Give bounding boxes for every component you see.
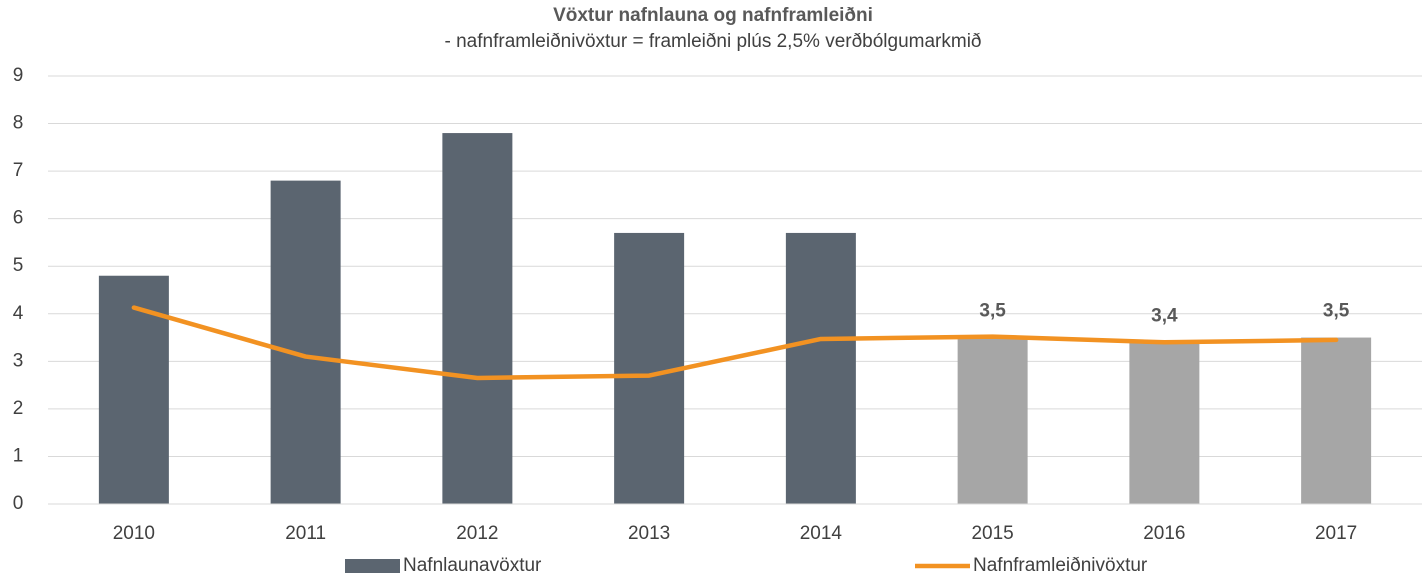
- y-tick-label: 9: [13, 65, 24, 86]
- x-tick-label: 2011: [285, 523, 326, 544]
- x-tick-label: 2016: [1143, 523, 1185, 544]
- y-tick-label: 3: [13, 350, 24, 371]
- x-tick-label: 2013: [628, 523, 670, 544]
- x-tick-label: 2017: [1315, 523, 1357, 544]
- y-tick-label: 7: [13, 160, 24, 181]
- bar: [270, 180, 341, 504]
- bar: [1129, 342, 1200, 504]
- y-tick-label: 0: [13, 493, 24, 514]
- bar: [442, 133, 513, 505]
- data-label: 3,5: [979, 301, 1006, 322]
- y-tick-label: 5: [13, 255, 24, 276]
- legend-label: Nafnframleiðnivöxtur: [973, 555, 1148, 576]
- bar: [785, 232, 856, 504]
- line: [131, 305, 1339, 381]
- data-label: 3,5: [1323, 301, 1350, 322]
- y-tick-label: 4: [13, 303, 24, 324]
- legend-swatch: [345, 559, 400, 573]
- x-tick-label: 2012: [456, 523, 498, 544]
- x-tick-label: 2014: [800, 523, 843, 544]
- x-tick-label: 2010: [113, 523, 155, 544]
- x-tick-label: 2015: [971, 523, 1013, 544]
- y-tick-label: 2: [13, 398, 24, 419]
- y-tick-label: 8: [13, 113, 24, 134]
- bar: [98, 275, 169, 504]
- bar: [957, 337, 1028, 504]
- legend-label: Nafnlaunavöxtur: [403, 555, 542, 576]
- chart-subtitle: - nafnframleiðnivöxtur = framleiðni plús…: [445, 31, 982, 52]
- chart-title: Vöxtur nafnlauna og nafnframleiðni: [553, 5, 873, 26]
- y-tick-label: 1: [13, 445, 24, 466]
- bar: [1301, 337, 1372, 504]
- data-label: 3,4: [1151, 305, 1178, 326]
- y-tick-label: 6: [13, 208, 24, 229]
